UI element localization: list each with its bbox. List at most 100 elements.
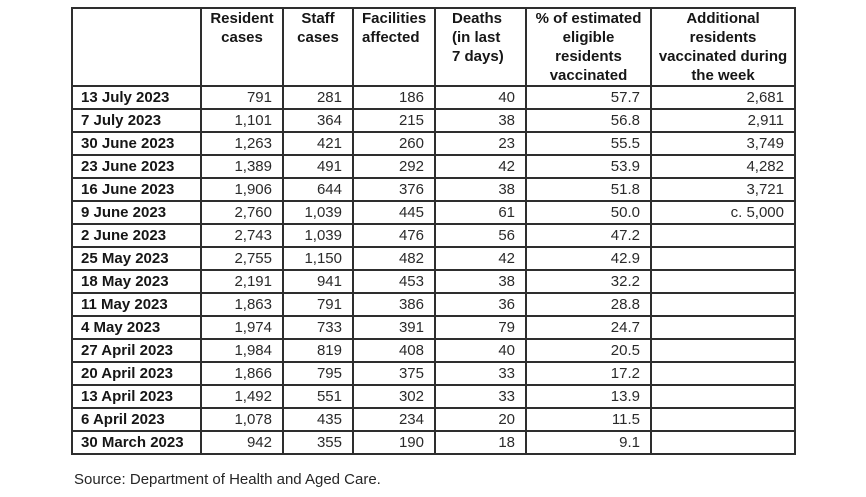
date-cell: 13 April 2023 [71, 384, 202, 409]
value-cell: 40 [434, 338, 527, 363]
value-cell: 791 [200, 85, 284, 110]
value-cell: 2,681 [650, 85, 796, 110]
value-cell [650, 430, 796, 455]
value-cell: 38 [434, 108, 527, 133]
value-cell [650, 384, 796, 409]
table-row: 30 June 2023 1,263 421 260 23 55.5 3,749 [71, 131, 796, 156]
value-cell: 42 [434, 154, 527, 179]
date-cell: 25 May 2023 [71, 246, 202, 271]
date-cell: 30 June 2023 [71, 131, 202, 156]
value-cell: 55.5 [525, 131, 652, 156]
value-cell: 40 [434, 85, 527, 110]
date-cell: 16 June 2023 [71, 177, 202, 202]
table-row: 7 July 2023 1,101 364 215 38 56.8 2,911 [71, 108, 796, 133]
value-cell: c. 5,000 [650, 200, 796, 225]
value-cell: 33 [434, 384, 527, 409]
value-cell: 445 [352, 200, 436, 225]
value-cell: 644 [282, 177, 354, 202]
value-cell: 20 [434, 407, 527, 432]
value-cell: 2,755 [200, 246, 284, 271]
table-row: 23 June 2023 1,389 491 292 42 53.9 4,282 [71, 154, 796, 179]
value-cell: 11.5 [525, 407, 652, 432]
value-cell [650, 315, 796, 340]
value-cell: 1,866 [200, 361, 284, 386]
value-cell: 942 [200, 430, 284, 455]
table-row: 20 April 2023 1,866 795 375 33 17.2 [71, 361, 796, 386]
value-cell: 551 [282, 384, 354, 409]
value-cell: 482 [352, 246, 436, 271]
table-row: 9 June 2023 2,760 1,039 445 61 50.0 c. 5,000 [71, 200, 796, 225]
date-cell: 4 May 2023 [71, 315, 202, 340]
table-row: 25 May 2023 2,755 1,150 482 42 42.9 [71, 246, 796, 271]
value-cell: 190 [352, 430, 436, 455]
value-cell: 20.5 [525, 338, 652, 363]
value-cell: 453 [352, 269, 436, 294]
value-cell: 491 [282, 154, 354, 179]
column-header-additional-residents-vaccinated: Additional residents vaccinated during t… [650, 7, 796, 87]
value-cell: 791 [282, 292, 354, 317]
column-header-pct-residents-vaccinated: % of estimated eligible residents vaccin… [525, 7, 652, 87]
source-note: Source: Department of Health and Aged Ca… [74, 471, 381, 488]
date-cell: 9 June 2023 [71, 200, 202, 225]
table-row: 27 April 2023 1,984 819 408 40 20.5 [71, 338, 796, 363]
value-cell: 36 [434, 292, 527, 317]
value-cell: 24.7 [525, 315, 652, 340]
table-row: 6 April 2023 1,078 435 234 20 11.5 [71, 407, 796, 432]
date-cell: 13 July 2023 [71, 85, 202, 110]
value-cell [650, 407, 796, 432]
value-cell: 23 [434, 131, 527, 156]
value-cell: 1,101 [200, 108, 284, 133]
value-cell: 13.9 [525, 384, 652, 409]
value-cell: 421 [282, 131, 354, 156]
value-cell [650, 338, 796, 363]
table-row: 2 June 2023 2,743 1,039 476 56 47.2 [71, 223, 796, 248]
column-header-deaths: Deaths (in last 7 days) [434, 7, 527, 87]
value-cell: 941 [282, 269, 354, 294]
value-cell: 733 [282, 315, 354, 340]
value-cell: 3,749 [650, 131, 796, 156]
value-cell: 1,039 [282, 223, 354, 248]
value-cell [650, 246, 796, 271]
date-cell: 18 May 2023 [71, 269, 202, 294]
value-cell: 1,492 [200, 384, 284, 409]
value-cell: 9.1 [525, 430, 652, 455]
date-cell: 27 April 2023 [71, 338, 202, 363]
value-cell: 1,906 [200, 177, 284, 202]
value-cell: 56.8 [525, 108, 652, 133]
value-cell: 3,721 [650, 177, 796, 202]
value-cell: 386 [352, 292, 436, 317]
value-cell: 364 [282, 108, 354, 133]
value-cell: 260 [352, 131, 436, 156]
value-cell: 1,150 [282, 246, 354, 271]
value-cell: 281 [282, 85, 354, 110]
date-cell: 2 June 2023 [71, 223, 202, 248]
value-cell: 50.0 [525, 200, 652, 225]
value-cell: 186 [352, 85, 436, 110]
table-row: 13 July 2023 791 281 186 40 57.7 2,681 [71, 85, 796, 110]
value-cell: 2,191 [200, 269, 284, 294]
value-cell: 215 [352, 108, 436, 133]
table-row: 11 May 2023 1,863 791 386 36 28.8 [71, 292, 796, 317]
table-header: Resident cases Staff cases Facilities af… [71, 7, 796, 87]
value-cell: 56 [434, 223, 527, 248]
value-cell: 819 [282, 338, 354, 363]
date-cell: 23 June 2023 [71, 154, 202, 179]
value-cell [650, 361, 796, 386]
value-cell: 38 [434, 177, 527, 202]
value-cell: 408 [352, 338, 436, 363]
value-cell: 42 [434, 246, 527, 271]
date-cell: 20 April 2023 [71, 361, 202, 386]
value-cell: 1,863 [200, 292, 284, 317]
value-cell: 1,263 [200, 131, 284, 156]
date-cell: 6 April 2023 [71, 407, 202, 432]
table-row: 30 March 2023 942 355 190 18 9.1 [71, 430, 796, 455]
value-cell: 17.2 [525, 361, 652, 386]
value-cell: 79 [434, 315, 527, 340]
header-row: Resident cases Staff cases Facilities af… [71, 7, 796, 87]
value-cell: 38 [434, 269, 527, 294]
value-cell: 355 [282, 430, 354, 455]
value-cell: 57.7 [525, 85, 652, 110]
value-cell: 376 [352, 177, 436, 202]
value-cell: 53.9 [525, 154, 652, 179]
value-cell: 4,282 [650, 154, 796, 179]
